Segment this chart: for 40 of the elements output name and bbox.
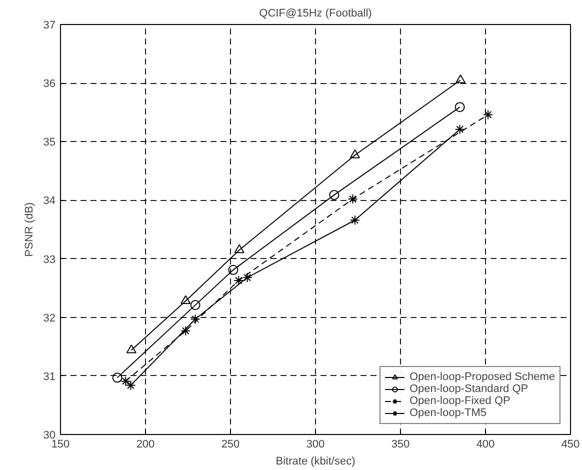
y-tick-label: 34 bbox=[43, 195, 56, 208]
chart-title: QCIF@15Hz (Football) bbox=[259, 8, 372, 20]
x-tick-label: 200 bbox=[136, 438, 155, 450]
y-tick-label: 31 bbox=[43, 370, 56, 383]
point bbox=[456, 74, 466, 84]
point bbox=[180, 326, 191, 336]
legend-label: Open-loop-Standard QP bbox=[409, 383, 528, 395]
point bbox=[126, 344, 136, 354]
point bbox=[190, 300, 200, 310]
y-tick-label: 35 bbox=[43, 136, 56, 149]
point bbox=[350, 215, 360, 226]
point bbox=[112, 372, 122, 383]
y-tick-label: 37 bbox=[43, 20, 56, 32]
x-tick-label: 300 bbox=[306, 438, 325, 450]
x-tick-label: 150 bbox=[51, 438, 70, 450]
point bbox=[348, 194, 358, 204]
point bbox=[234, 244, 244, 254]
y-tick-label: 33 bbox=[43, 254, 56, 266]
legend-label: Open-loop-Proposed Scheme bbox=[409, 371, 555, 383]
point bbox=[454, 102, 465, 112]
y-axis-title: PSNR (dB) bbox=[23, 202, 36, 257]
point bbox=[190, 314, 200, 324]
point bbox=[242, 272, 252, 283]
point bbox=[329, 190, 340, 200]
point bbox=[350, 149, 360, 158]
point bbox=[234, 275, 244, 286]
x-tick-label: 250 bbox=[221, 438, 240, 450]
x-axis-title: Bitrate (kbit/sec) bbox=[276, 456, 356, 468]
point bbox=[180, 295, 191, 304]
y-tick-label: 32 bbox=[43, 312, 56, 324]
point bbox=[454, 124, 465, 134]
legend-label: Open-loop-TM5 bbox=[409, 407, 487, 419]
x-tick-label: 450 bbox=[561, 438, 580, 450]
legend-label: Open-loop-Fixed QP bbox=[409, 395, 510, 407]
x-tick-label: 400 bbox=[476, 438, 495, 450]
point bbox=[126, 380, 136, 390]
x-tick-label: 350 bbox=[391, 438, 410, 450]
y-tick-label: 36 bbox=[43, 78, 56, 90]
point bbox=[483, 110, 494, 120]
point bbox=[228, 264, 238, 275]
